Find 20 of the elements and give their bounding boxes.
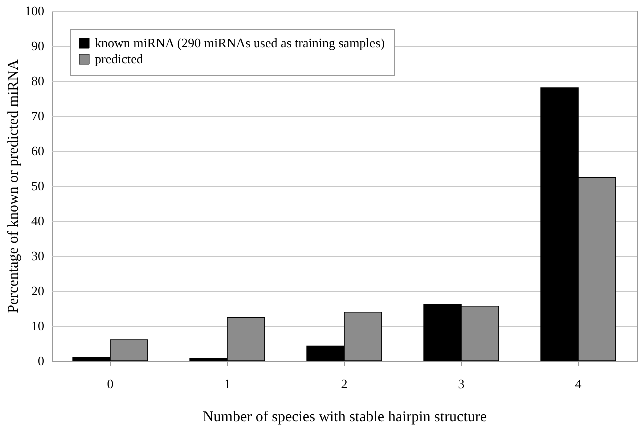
y-tick-label: 10 [32,318,44,334]
y-tick-label: 0 [38,354,44,368]
y-tick-label: 40 [32,214,44,228]
legend-label: known miRNA (290 miRNAs used as training samples) [95,36,385,50]
y-tick-label: 50 [32,178,44,194]
y-tick-label: 100 [25,4,44,18]
y-tick-label: 20 [32,284,44,298]
y-tick-label: 60 [32,144,44,158]
y-tick-label: 80 [32,74,44,88]
x-tick-label: 3 [458,376,465,392]
legend-label: predicted [95,52,144,66]
x-tick-label: 2 [341,376,348,392]
x-tick-label: 1 [224,376,231,392]
y-axis-title: Percentage of known or predicted miRNA [6,60,22,314]
y-tick-label: 30 [32,248,44,264]
y-tick-label: 90 [32,38,44,54]
x-tick-label: 0 [107,376,114,392]
y-tick-label: 70 [32,108,44,124]
x-tick-label: 4 [575,376,582,392]
x-axis-title: Number of species with stable hairpin structure [202,410,488,426]
